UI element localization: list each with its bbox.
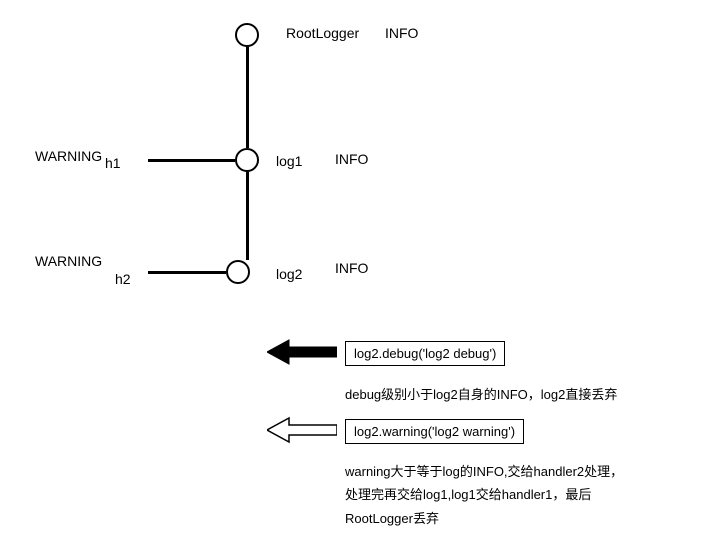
label-log1: log1 (276, 153, 302, 169)
edge-h1 (148, 159, 235, 162)
node-rootlogger (235, 23, 259, 47)
box-debug-call: log2.debug('log2 debug') (345, 341, 505, 366)
label-rootlogger: RootLogger (286, 25, 359, 41)
node-log1 (235, 148, 259, 172)
desc-warning-line1: warning大于等于log的INFO,交给handler2处理， (345, 460, 623, 483)
desc-debug: debug级别小于log2自身的INFO，log2直接丢弃 (345, 383, 617, 406)
edge-h2 (148, 271, 226, 274)
arrow-solid-icon (267, 338, 337, 366)
edge-root-log1 (246, 47, 249, 148)
box-warning-call: log2.warning('log2 warning') (345, 419, 524, 444)
desc-warning-line3: RootLogger丢弃 (345, 507, 623, 530)
label-warning-h2: WARNING (35, 253, 102, 269)
label-info-log2: INFO (335, 260, 368, 276)
label-h1: h1 (105, 155, 121, 171)
arrow-hollow-icon (267, 416, 337, 444)
label-h2: h2 (115, 271, 131, 287)
desc-warning: warning大于等于log的INFO,交给handler2处理， 处理完再交给… (345, 460, 623, 530)
node-log2 (226, 260, 250, 284)
label-info-root: INFO (385, 25, 418, 41)
label-log2: log2 (276, 266, 302, 282)
label-info-log1: INFO (335, 151, 368, 167)
desc-warning-line2: 处理完再交给log1,log1交给handler1，最后 (345, 483, 623, 506)
label-warning-h1: WARNING (35, 148, 102, 164)
edge-log1-log2 (246, 172, 249, 260)
